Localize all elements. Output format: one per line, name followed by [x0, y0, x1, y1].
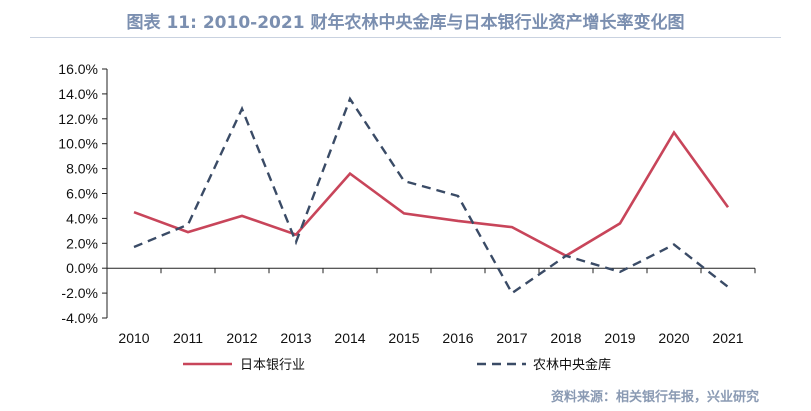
- x-tick-label: 2012: [226, 330, 257, 346]
- y-tick-label: 6.0%: [66, 186, 98, 202]
- series-line-1: [133, 130, 730, 258]
- y-tick-label: 14.0%: [58, 86, 98, 102]
- source-note: 资料来源：相关银行年报，兴业研究: [550, 390, 759, 405]
- title-divider: [30, 37, 781, 38]
- y-tick-label: -4.0%: [61, 310, 98, 326]
- y-tick-label: 4.0%: [66, 210, 98, 226]
- x-tick-label: 2016: [442, 330, 473, 346]
- legend-label-2: 农林中央金库: [533, 357, 611, 373]
- x-tick-label: 2014: [334, 330, 365, 346]
- x-tick-label: 2021: [712, 330, 743, 346]
- y-tick-label: 2.0%: [66, 235, 98, 251]
- x-tick-label: 2020: [658, 330, 689, 346]
- y-tick-label: 0.0%: [66, 260, 98, 276]
- legend-label-1: 日本银行业: [240, 358, 305, 373]
- x-tick-label: 2011: [173, 330, 203, 346]
- y-tick-label: 8.0%: [66, 161, 98, 177]
- figure-title: 图表 11: 2010-2021 财年农林中央金库与日本银行业资产增长率变化图: [126, 13, 685, 33]
- x-tick-label: 2010: [118, 330, 149, 346]
- series-line-2: [133, 96, 729, 295]
- x-tick-label: 2019: [604, 330, 635, 346]
- x-tick-label: 2018: [550, 330, 581, 346]
- y-tick-label: 16.0%: [58, 61, 98, 77]
- y-tick-label: -2.0%: [61, 285, 98, 301]
- y-tick-label: 10.0%: [58, 136, 98, 152]
- x-tick-label: 2013: [280, 330, 311, 346]
- x-tick-label: 2015: [388, 330, 419, 346]
- x-tick-label: 2017: [496, 330, 527, 346]
- y-tick-label: 12.0%: [58, 111, 98, 127]
